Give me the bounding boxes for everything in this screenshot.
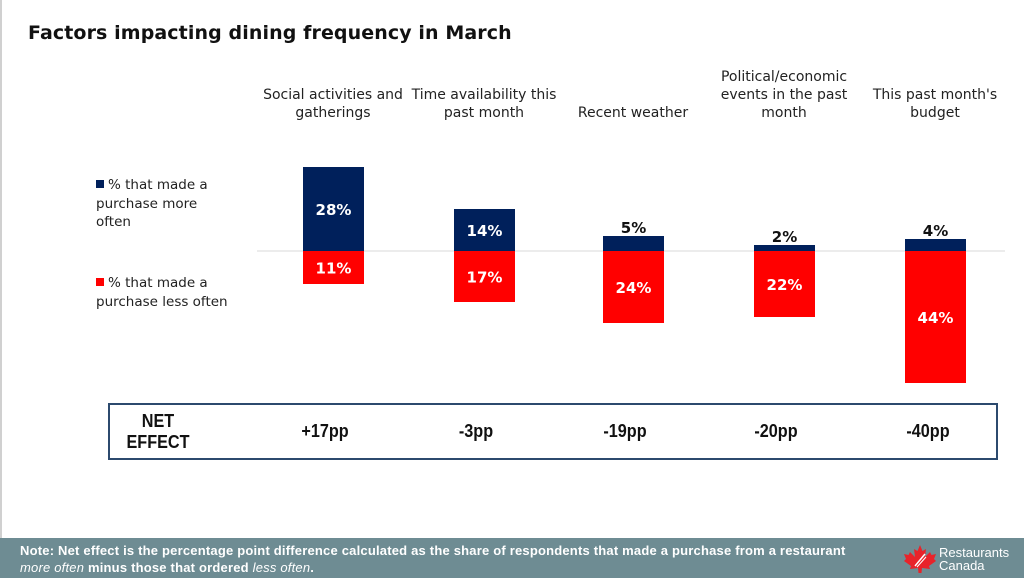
net-effect-value-social: +17pp bbox=[301, 421, 349, 441]
legend-swatch-less bbox=[96, 278, 104, 286]
net-effect-box bbox=[108, 403, 998, 460]
category-label-budget: This past month's budget bbox=[872, 87, 998, 121]
category-label-weather: Recent weather bbox=[577, 105, 689, 121]
bar-less-1 bbox=[454, 251, 515, 302]
bar-more-4 bbox=[905, 239, 966, 251]
category-label-social: Social activities and gatherings bbox=[263, 87, 403, 121]
logo-line-2: Canada bbox=[939, 558, 985, 573]
legend-label-more: % that made a purchase more often bbox=[96, 177, 208, 230]
bar-chart: 28% 11% 14% 17% 5% 24% 2% 22% 4% 44% bbox=[257, 167, 1005, 383]
footnote-text-middle: minus those that ordered bbox=[84, 560, 253, 575]
legend-swatch-more bbox=[96, 180, 104, 188]
logo-line-1: Restaurants bbox=[939, 545, 1010, 560]
maple-leaf-icon bbox=[904, 545, 936, 573]
footer-bar: Note: Net effect is the percentage point… bbox=[0, 538, 1024, 578]
data-label-more-1: 14% bbox=[467, 222, 503, 240]
restaurants-canada-logo: Restaurants Canada bbox=[903, 544, 1009, 574]
footnote-text: Note: Net effect is the percentage point… bbox=[20, 543, 846, 558]
bar-more-0 bbox=[303, 167, 364, 251]
logo-text: Restaurants Canada bbox=[939, 546, 1009, 572]
legend-item-more: % that made a purchase more often bbox=[96, 176, 236, 232]
data-label-less-1: 17% bbox=[467, 269, 503, 287]
net-effect-label-text: NET EFFECT bbox=[126, 410, 190, 452]
slide-left-edge bbox=[0, 0, 2, 538]
footnote-emphasis-less: less often bbox=[252, 560, 311, 575]
net-effect-value-budget: -40pp bbox=[906, 421, 950, 441]
bar-less-3 bbox=[754, 251, 815, 317]
category-label-time: Time availability this past month bbox=[411, 87, 557, 121]
net-effect-value-political: -20pp bbox=[754, 421, 798, 441]
legend-label-less: % that made a purchase less often bbox=[96, 275, 228, 310]
data-label-more-2: 5% bbox=[621, 219, 646, 237]
data-label-less-4: 44% bbox=[918, 309, 954, 327]
data-label-less-0: 11% bbox=[316, 260, 352, 278]
category-label-political: Political/economic events in the past mo… bbox=[720, 69, 848, 121]
data-label-more-0: 28% bbox=[316, 201, 352, 219]
bar-less-4 bbox=[905, 251, 966, 383]
data-label-less-3: 22% bbox=[767, 276, 803, 294]
footnote: Note: Net effect is the percentage point… bbox=[20, 542, 860, 576]
net-effect-value-time: -3pp bbox=[458, 421, 494, 441]
net-effect-label: NET EFFECT bbox=[113, 403, 203, 460]
bar-more-3 bbox=[754, 245, 815, 251]
footnote-emphasis-more: more often bbox=[20, 560, 85, 575]
chart-title: Factors impacting dining frequency in Ma… bbox=[28, 22, 512, 44]
bar-less-2 bbox=[603, 251, 664, 323]
net-effect-value-weather: -19pp bbox=[603, 421, 647, 441]
bar-more-1 bbox=[454, 209, 515, 251]
bar-less-0 bbox=[303, 251, 364, 284]
data-label-more-4: 4% bbox=[923, 222, 948, 240]
footnote-text-end: . bbox=[310, 560, 315, 575]
legend-item-less: % that made a purchase less often bbox=[96, 274, 236, 311]
data-label-more-3: 2% bbox=[772, 228, 797, 246]
bar-more-2 bbox=[603, 236, 664, 251]
data-label-less-2: 24% bbox=[616, 279, 652, 297]
